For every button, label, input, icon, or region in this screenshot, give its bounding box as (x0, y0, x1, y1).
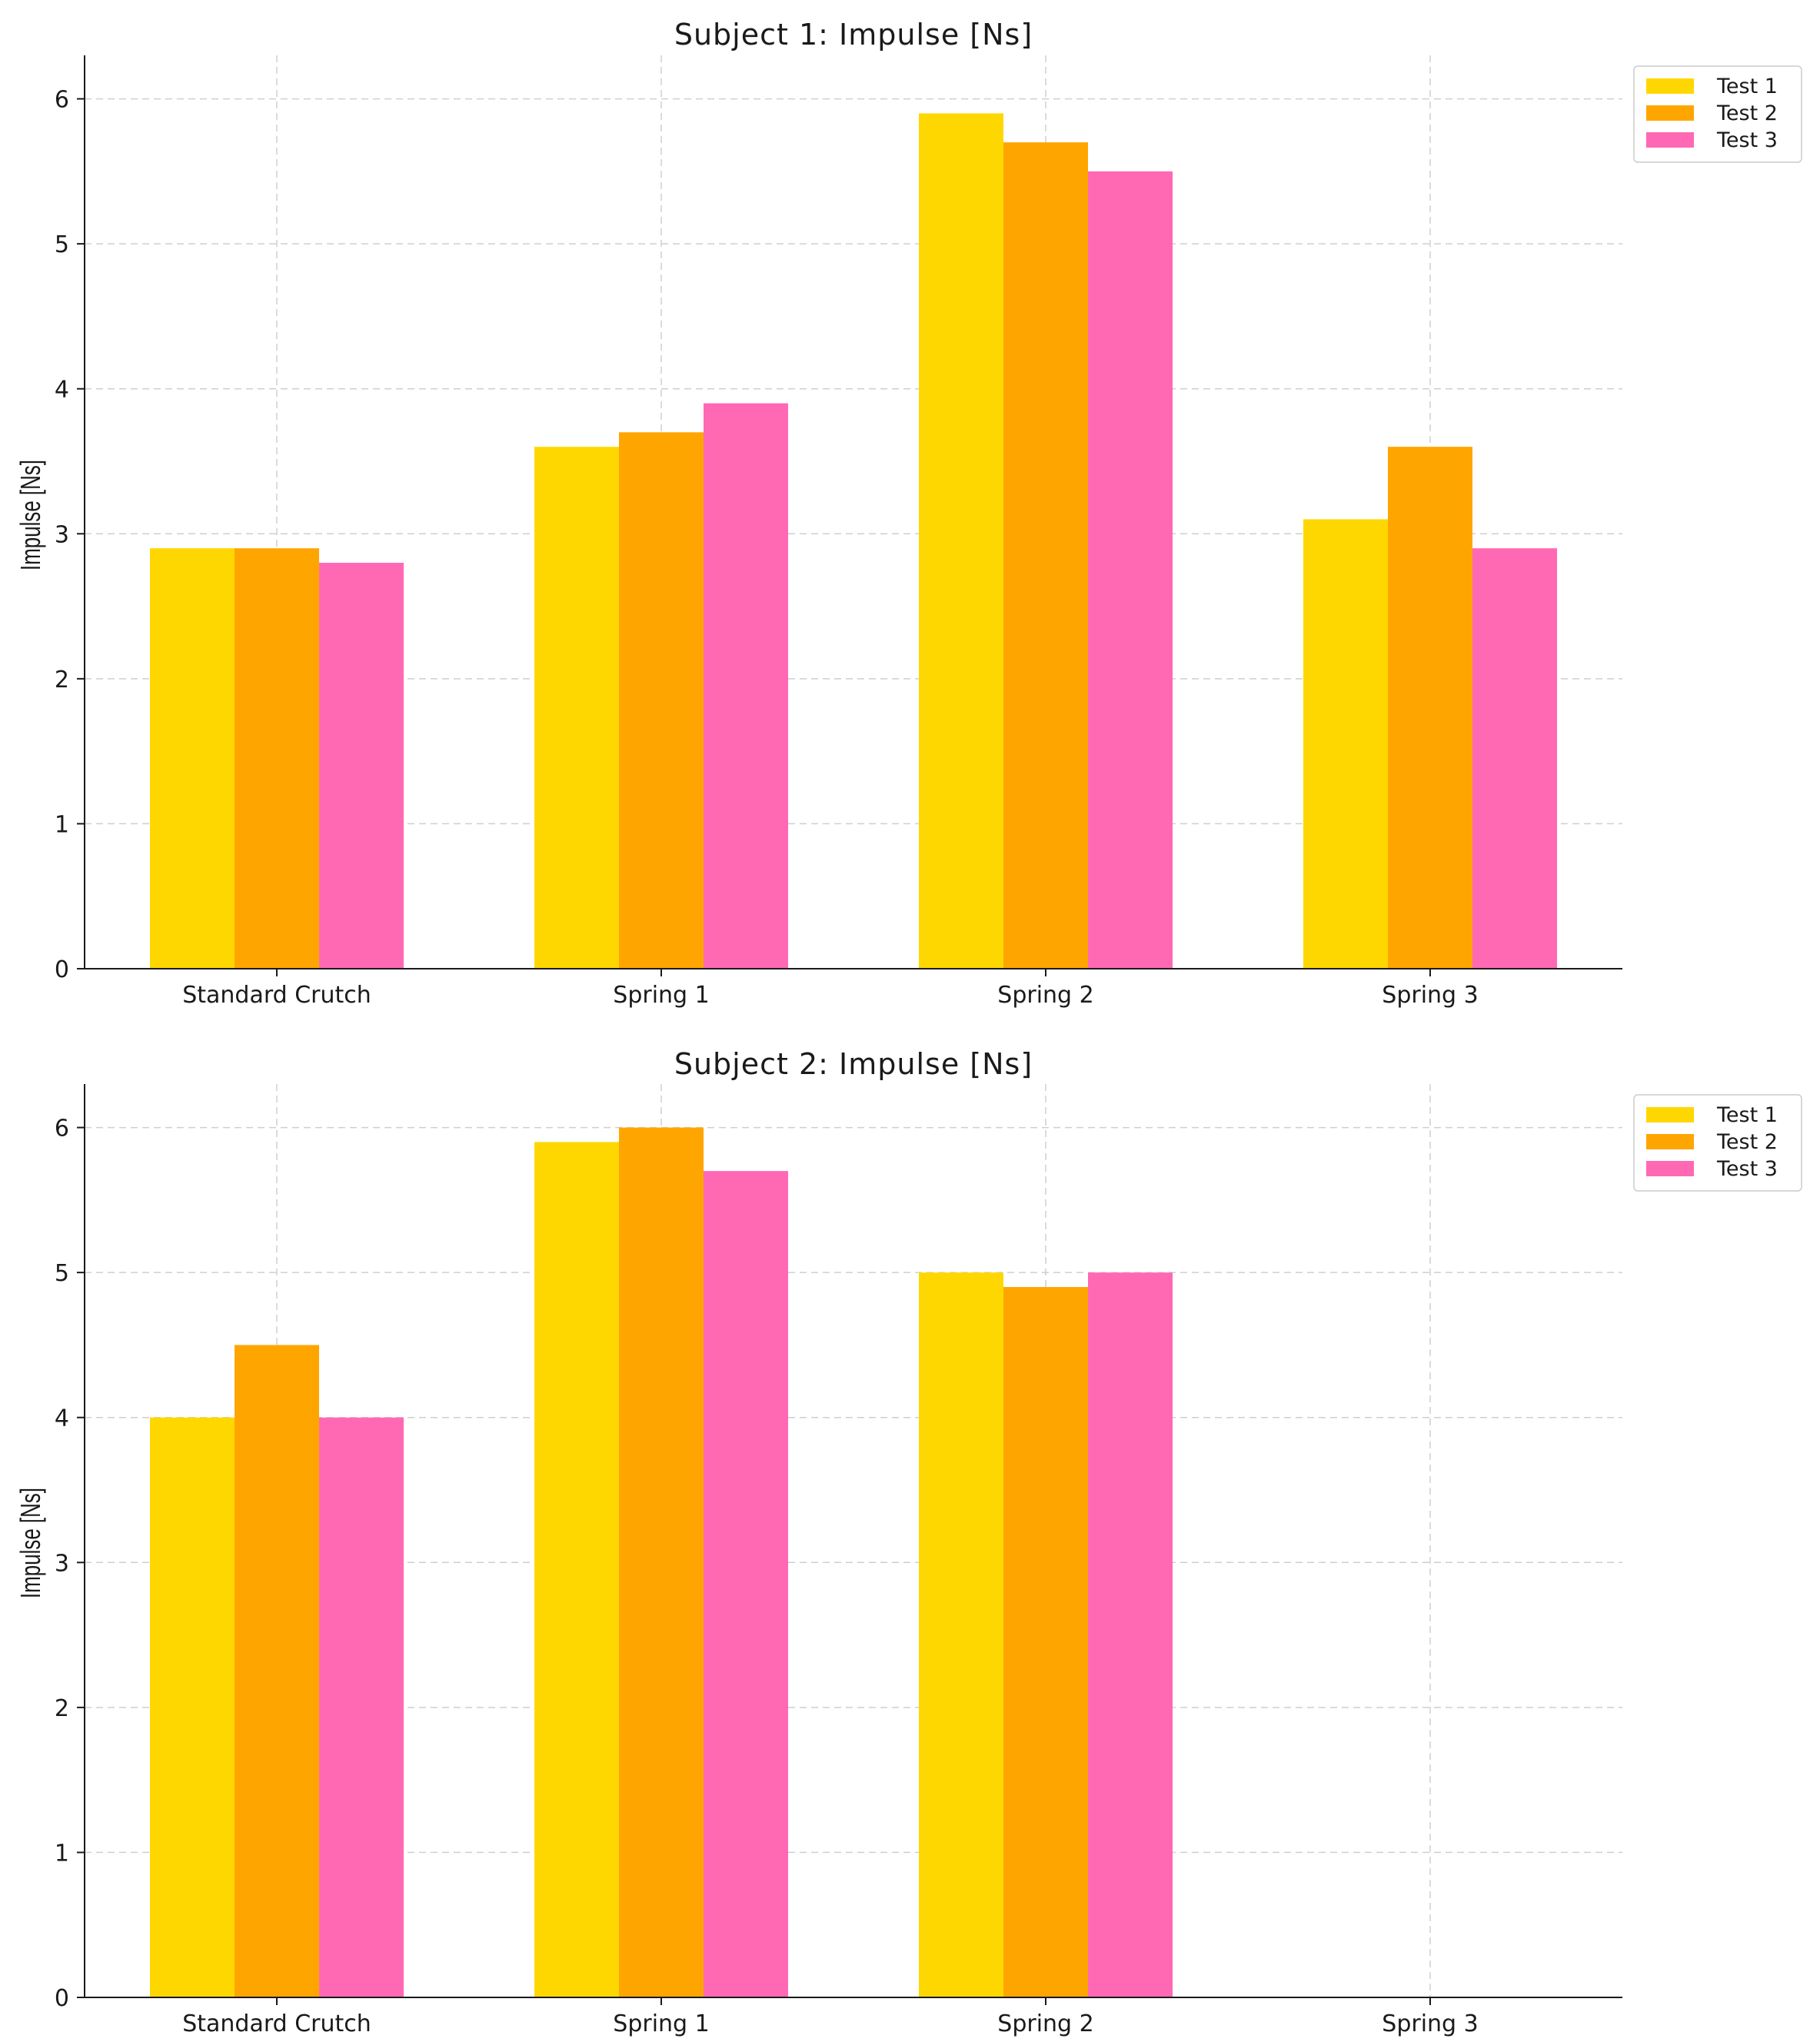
bar (704, 403, 788, 969)
x-tick-label: Standard Crutch (182, 982, 371, 1009)
legend-label: Test 2 (1716, 1130, 1778, 1154)
legend: Test 1 Test 2 Test 3 (1633, 1094, 1802, 1192)
bar (235, 1345, 319, 1997)
legend-label: Test 2 (1716, 101, 1778, 125)
x-tick-label: Standard Crutch (182, 2010, 371, 2037)
legend-label: Test 1 (1716, 1103, 1778, 1127)
bar (319, 1417, 404, 1997)
x-tick-label: Spring 2 (997, 2010, 1093, 2037)
chart-title: Subject 1: Impulse [Ns] (674, 18, 1033, 52)
y-tick-label: 5 (55, 231, 69, 258)
y-tick-label: 3 (55, 1550, 69, 1577)
legend-label: Test 1 (1716, 75, 1778, 98)
bar (235, 548, 319, 969)
axes: 0 1 2 3 4 5 6 Standard Crutch Spring 1 Spring 2 Sp… (55, 55, 1622, 1009)
chart-subject-1: Subject 1: Impulse [Ns] Impulse [Ns] 0 1 2… (15, 18, 1802, 1009)
bar (319, 563, 404, 969)
bar (150, 548, 235, 969)
legend: Test 1 Test 2 Test 3 (1633, 65, 1802, 163)
y-tick-label: 4 (55, 377, 69, 404)
x-tick-label: Spring 2 (997, 982, 1093, 1009)
bar (1472, 548, 1557, 969)
legend-swatch (1646, 1107, 1694, 1122)
x-tick-label: Spring 3 (1382, 982, 1478, 1009)
x-tick-label: Spring 1 (613, 2010, 709, 2037)
chart-subject-2: Subject 2: Impulse [Ns] Impulse [Ns] 0 1 2… (15, 1047, 1802, 2037)
legend-swatch (1646, 105, 1694, 121)
bar (619, 1127, 704, 1997)
bars (150, 113, 1557, 969)
bar (1388, 447, 1472, 969)
bar (1303, 519, 1388, 969)
legend-swatch (1646, 1161, 1694, 1176)
y-tick-label: 1 (55, 811, 69, 838)
y-axis-label: Impulse [Ns] (15, 1488, 46, 1598)
y-tick-label: 2 (55, 667, 69, 693)
x-tick-label: Spring 1 (613, 982, 709, 1009)
bar (1088, 171, 1173, 969)
y-tick-label: 5 (55, 1260, 69, 1287)
bar (534, 1142, 619, 1997)
bars (150, 1127, 1173, 1997)
legend-swatch (1646, 78, 1694, 94)
bar (1003, 142, 1088, 969)
legend-label: Test 3 (1716, 1157, 1778, 1181)
x-tick-label: Spring 3 (1382, 2010, 1478, 2037)
y-tick-label: 1 (55, 1840, 69, 1867)
legend-swatch (1646, 1134, 1694, 1149)
y-tick-label: 6 (55, 1116, 69, 1142)
bar (619, 432, 704, 969)
bar (704, 1171, 788, 1997)
y-tick-label: 3 (55, 521, 69, 548)
y-tick-label: 0 (55, 1985, 69, 2012)
y-tick-label: 6 (55, 87, 69, 114)
y-tick-label: 0 (55, 956, 69, 983)
y-axis-label: Impulse [Ns] (15, 460, 46, 570)
y-tick-label: 4 (55, 1405, 69, 1432)
bar (919, 1272, 1003, 1997)
bar (534, 447, 619, 969)
bar (150, 1417, 235, 1997)
legend-swatch (1646, 132, 1694, 148)
bar (919, 113, 1003, 969)
legend-label: Test 3 (1716, 128, 1778, 152)
chart-title: Subject 2: Impulse [Ns] (674, 1047, 1033, 1081)
y-tick-label: 2 (55, 1695, 69, 1722)
axes: 0 1 2 3 4 5 6 Standard Crutch Spring 1 Spring 2 Sp… (55, 1084, 1622, 2037)
bar (1003, 1287, 1088, 1997)
bar (1088, 1272, 1173, 1997)
